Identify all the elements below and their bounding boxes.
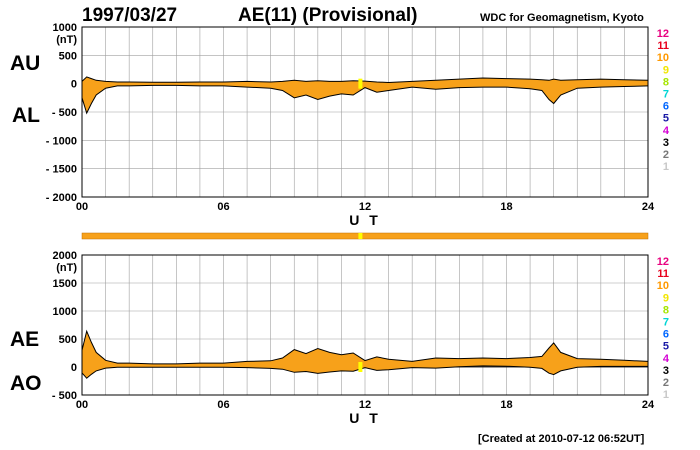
aual-ytick-label: 1000 — [53, 22, 77, 34]
aual-station-count-2: 2 — [663, 149, 669, 161]
aual-unit-label: (nT) — [56, 34, 77, 46]
aeao-station-count-7: 7 — [663, 317, 669, 329]
al-label: AL — [12, 104, 40, 127]
aeao-ytick-label: 500 — [59, 334, 77, 346]
ao-label: AO — [10, 372, 42, 395]
aeao-ytick-label: - 500 — [52, 390, 77, 402]
aeao-xtick-label: 24 — [642, 399, 655, 411]
aual-xaxis-title: U T — [349, 212, 381, 228]
aual-station-count-4: 4 — [663, 125, 670, 137]
series-au-line — [81, 76, 649, 84]
aual-ytick-label: 500 — [59, 50, 77, 62]
aual-station-count-12: 12 — [657, 28, 669, 40]
aual-ytick-label: 0 — [71, 79, 77, 91]
aeao-station-count-5: 5 — [663, 341, 669, 353]
aeao-xtick-label: 00 — [76, 399, 88, 411]
created-timestamp: [Created at 2010-07-12 06:52UT] — [478, 433, 645, 445]
aual-station-count-11: 11 — [657, 40, 669, 52]
series-ao-line — [81, 365, 648, 379]
aual-station-count-8: 8 — [663, 76, 669, 88]
ae-label: AE — [10, 328, 40, 351]
aual-station-count-10: 10 — [657, 52, 669, 64]
source-label: WDC for Geomagnetism, Kyoto — [480, 12, 644, 24]
aeao-station-count-4: 4 — [663, 353, 670, 365]
aeao-station-count-9: 9 — [663, 292, 669, 304]
aual-ytick-label: - 500 — [52, 107, 77, 119]
aeao-station-marker — [358, 362, 363, 372]
aeao-xtick-label: 18 — [500, 399, 512, 411]
date-title: 1997/03/27 — [82, 5, 178, 26]
aual-station-count-5: 5 — [663, 113, 669, 125]
aeao-station-count-2: 2 — [663, 377, 669, 389]
aual-station-count-7: 7 — [663, 89, 669, 101]
aeao-station-count-3: 3 — [663, 365, 669, 377]
aual-ytick-label: - 2000 — [46, 192, 77, 204]
aual-xtick-label: 12 — [359, 201, 371, 213]
aeao-station-count-11: 11 — [657, 268, 669, 280]
aeao-band — [82, 331, 648, 379]
index-title: AE(11) (Provisional) — [238, 5, 418, 26]
aual-station-count-3: 3 — [663, 137, 669, 149]
aeao-ytick-label: 0 — [71, 362, 77, 374]
aeao-ytick-label: 1500 — [53, 278, 77, 290]
station-availability-bar — [81, 232, 649, 240]
aual-xtick-label: 00 — [76, 201, 88, 213]
aeao-station-count-12: 12 — [657, 256, 669, 268]
au-label: AU — [10, 52, 41, 75]
aeao-station-count-10: 10 — [657, 280, 669, 292]
aual-station-count-6: 6 — [663, 101, 669, 113]
aual-station-marker — [358, 78, 363, 89]
aeao-xaxis-title: U T — [349, 410, 381, 426]
aual-frame — [81, 26, 649, 198]
aeao-ytick-label: 2000 — [53, 250, 77, 262]
aeao-station-count-1: 1 — [663, 389, 669, 401]
series-al-line — [81, 84, 649, 115]
aeao-ytick-label: 1000 — [53, 306, 77, 318]
aual-station-count-9: 9 — [663, 64, 669, 76]
aeao-xtick-label: 06 — [217, 399, 229, 411]
aual-ytick-label: - 1000 — [46, 135, 77, 147]
aual-xtick-label: 24 — [642, 201, 655, 213]
aual-band — [82, 76, 648, 114]
aeao-unit-label: (nT) — [56, 262, 77, 274]
aeao-xtick-label: 12 — [359, 399, 371, 411]
aeao-station-count-8: 8 — [663, 304, 669, 316]
aeao-station-count-6: 6 — [663, 329, 669, 341]
station-availability-marker — [358, 233, 363, 239]
series-ae-line — [81, 329, 649, 365]
aual-xtick-label: 06 — [217, 201, 229, 213]
aual-xtick-label: 18 — [500, 201, 512, 213]
aual-ytick-label: - 1500 — [46, 164, 77, 176]
aual-station-count-1: 1 — [663, 161, 669, 173]
aeao-frame — [81, 254, 649, 396]
